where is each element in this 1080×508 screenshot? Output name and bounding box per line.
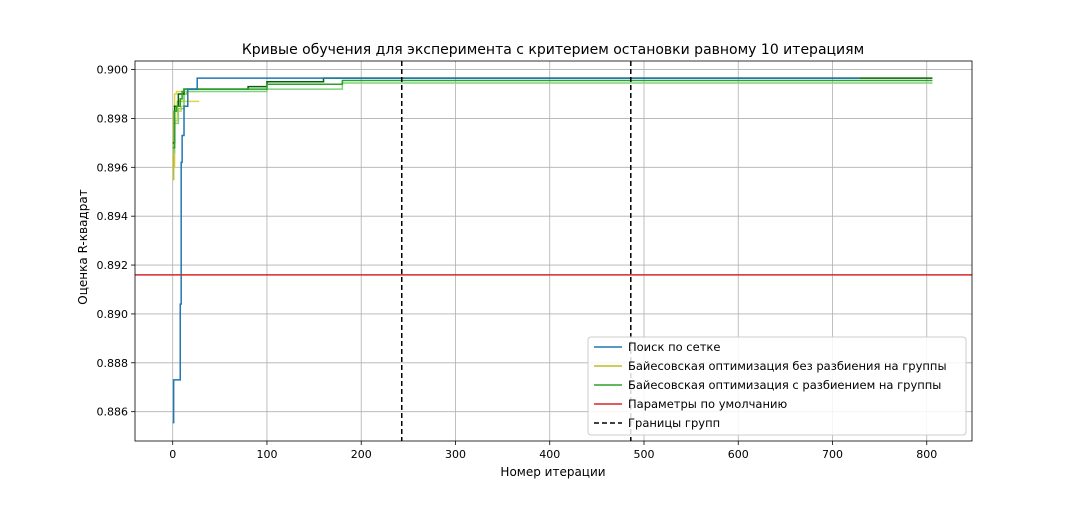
x-axis-label: Номер итерации (500, 465, 605, 479)
legend: Поиск по сетке Байесовская оптимизация бе… (587, 336, 967, 436)
y-axis-label: Оценка R-квадрат (76, 189, 90, 304)
x-tick-label: 500 (633, 448, 654, 461)
series-line-1 (172, 90, 200, 181)
y-tick-label: 0.886 (97, 406, 129, 419)
y-tick-label: 0.896 (97, 161, 129, 174)
x-tick-label: 200 (351, 448, 372, 461)
legend-label-3: Параметры по умолчанию (628, 397, 787, 411)
legend-label-1: Байесовская оптимизация без разбиения на… (628, 359, 947, 373)
x-tick-label: 700 (822, 448, 843, 461)
y-tick-label: 0.894 (97, 210, 129, 223)
x-tick-label: 100 (256, 448, 277, 461)
x-tick-label: 600 (728, 448, 749, 461)
y-tick-label: 0.892 (97, 259, 129, 272)
legend-label-2: Байесовская оптимизация с разбиением на … (628, 378, 941, 392)
series-line-6 (172, 82, 933, 154)
series-line-4 (172, 79, 933, 149)
y-tick-label: 0.900 (97, 64, 129, 77)
legend-box (587, 336, 967, 436)
x-tick-label: 400 (539, 448, 560, 461)
x-tick-label: 300 (445, 448, 466, 461)
y-tick-label: 0.890 (97, 308, 129, 321)
series-line-0 (172, 77, 860, 424)
y-tick-label: 0.898 (97, 112, 129, 125)
plot-frame (134, 60, 973, 442)
chart-title: Кривые обучения для эксперимента с крите… (242, 42, 864, 58)
series-lines (135, 61, 972, 441)
y-tick-label: 0.888 (97, 357, 129, 370)
axes: 0 100 200 300 400 500 600 700 800 0.886 0.888 0.890… (97, 60, 973, 461)
legend-label-4: Границы групп (628, 416, 720, 430)
x-tick-label: 0 (169, 448, 176, 461)
x-tick-label: 800 (916, 448, 937, 461)
legend-label-0: Поиск по сетке (628, 340, 720, 354)
series-line-5 (172, 77, 933, 144)
